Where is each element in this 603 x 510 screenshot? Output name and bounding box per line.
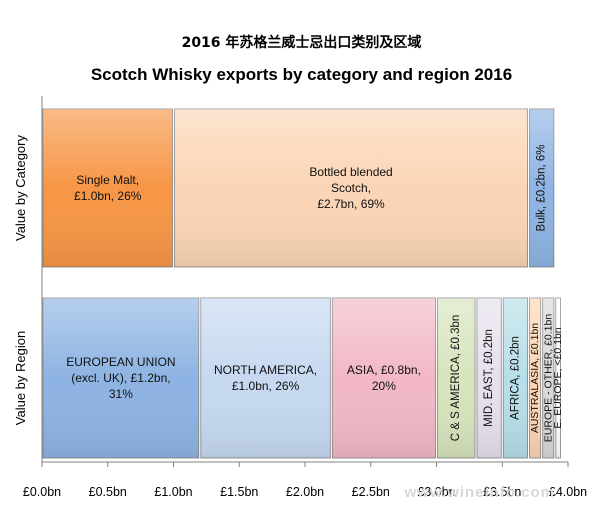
page-title: 2016 年苏格兰威士忌出口类别及区域 <box>181 35 422 51</box>
bar-label: 31% <box>109 387 133 401</box>
row-label-value-by-category: Value by Category <box>13 135 28 241</box>
bar-label: £2.7bn, 69% <box>317 197 385 211</box>
bar-shade <box>332 298 436 458</box>
bar-segment-e-europe: E. EUROPE, <£0.1bn <box>552 297 564 459</box>
bar-shade <box>555 298 561 458</box>
watermark: www.wineinfo.com <box>404 484 555 501</box>
bar-label: (excl. UK), £1.2bn, <box>71 371 170 385</box>
x-tick-label: £3.5bn <box>483 485 521 499</box>
bar-segment-single-malt: Single Malt, £1.0bn, 26% <box>42 108 173 268</box>
bar-shade <box>529 298 541 458</box>
row-labels: Value by Category Value by Region <box>13 135 28 426</box>
bar-segment-mid-east: MID. EAST, £0.2bn <box>476 297 502 459</box>
bar-segment-north-america: NORTH AMERICA, £1.0bn, 26% <box>200 297 331 459</box>
bar-shade <box>542 298 554 458</box>
chart-title: Scotch Whisky exports by category and re… <box>90 65 513 84</box>
x-tick-label: £0.0bn <box>23 485 61 499</box>
bar-label: AFRICA, £0.2bn <box>509 336 521 420</box>
bar-segment-bulk: Bulk, £0.2bn, 6% <box>529 108 555 268</box>
bar-label: EUROPEAN UNION <box>66 355 175 369</box>
x-tick-label: £0.5bn <box>89 485 127 499</box>
bar-label: Single Malt, <box>76 173 139 187</box>
bar-segment-c-s-america: C & S AMERICA, £0.3bn <box>437 297 476 459</box>
bar-shade <box>437 298 475 458</box>
row-label-value-by-region: Value by Region <box>13 331 28 425</box>
bar-label: MID. EAST, £0.2bn <box>483 329 495 427</box>
bar-label: ASIA, £0.8bn, <box>347 363 421 377</box>
bar-label: Bottled blended <box>309 165 392 179</box>
bar-label: 20% <box>372 379 396 393</box>
bar-label: £1.0bn, 26% <box>232 379 300 393</box>
bar-label: E. EUROPE, <£0.1bn <box>552 327 564 428</box>
bar-shade <box>174 109 528 267</box>
bar-shade <box>43 109 173 267</box>
x-tick-label: £1.0bn <box>154 485 192 499</box>
bar-label: EUROPE - OTHER, £0.1bn <box>542 314 554 443</box>
bar-label: £1.0bn, 26% <box>74 189 142 203</box>
x-tick-label: £2.5bn <box>352 485 390 499</box>
x-tick-label: £3.0bn <box>417 485 455 499</box>
bar-shade <box>43 298 199 458</box>
bar-segment-australasia: AUSTRALASIA, £0.1bn <box>529 297 541 459</box>
x-tick-label: £2.0bn <box>286 485 324 499</box>
x-axis: £0.0bn £0.5bn £1.0bn £1.5bn £2.0bn £2.5bn £3.0… <box>23 96 587 499</box>
bar-segment-bottled-blended-scotch: Bottled blended Scotch, £2.7bn, 69% <box>174 108 528 268</box>
bar-label: Scotch, <box>331 181 371 195</box>
x-tick-label: £4.0bn <box>549 485 587 499</box>
bar-shade <box>529 109 554 267</box>
bar-label: C & S AMERICA, £0.3bn <box>450 315 462 442</box>
bar-label: AUSTRALASIA, £0.1bn <box>529 323 541 433</box>
bar-segment-europe-other: EUROPE - OTHER, £0.1bn <box>542 297 554 459</box>
bar-label: Bulk, £0.2bn, 6% <box>536 145 548 232</box>
bar-segment-asia: ASIA, £0.8bn, 20% <box>331 297 436 459</box>
x-tick-label: £1.5bn <box>220 485 258 499</box>
bar-segment-africa: AFRICA, £0.2bn <box>502 297 528 459</box>
bar-shade <box>200 298 331 458</box>
bar-label: NORTH AMERICA, <box>214 363 317 377</box>
bar-shade <box>503 298 528 458</box>
bars: Single Malt, £1.0bn, 26% Bottled blended Sc… <box>42 108 564 459</box>
bar-shade <box>476 298 502 458</box>
bar-segment-european-union-excl-uk: EUROPEAN UNION (excl. UK), £1.2bn, 31% <box>42 297 200 459</box>
